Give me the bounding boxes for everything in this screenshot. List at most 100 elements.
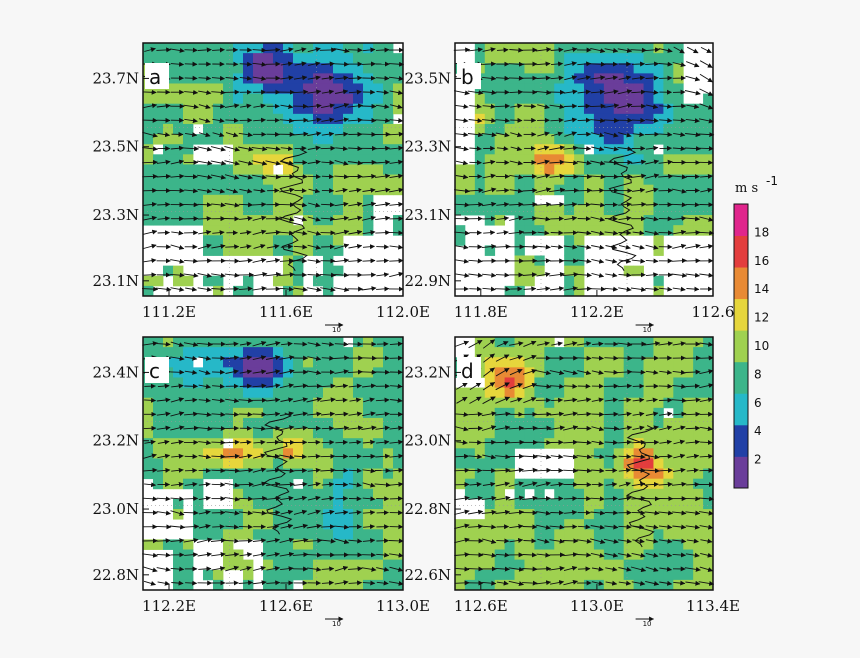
speed-cell xyxy=(333,468,344,480)
wind-vector xyxy=(156,524,172,530)
wind-vector xyxy=(362,496,376,502)
speed-cell xyxy=(494,63,506,74)
wind-vector xyxy=(197,174,213,180)
wind-vector xyxy=(307,453,321,459)
speed-cell xyxy=(323,458,334,469)
wind-vector xyxy=(307,509,321,515)
speed-cell xyxy=(673,488,684,500)
speed-cell xyxy=(643,367,654,378)
speed-cell xyxy=(303,83,314,94)
speed-cell xyxy=(504,337,515,348)
speed-cell xyxy=(623,154,635,165)
wind-vector xyxy=(658,48,673,53)
wind-vector xyxy=(348,411,363,417)
wind-vector xyxy=(362,580,376,586)
speed-cell xyxy=(263,509,274,520)
speed-cell xyxy=(263,579,274,591)
speed-cell xyxy=(153,204,164,216)
speed-cell xyxy=(584,448,595,459)
wind-vector xyxy=(185,132,198,138)
wind-vector xyxy=(685,272,700,278)
wind-vector xyxy=(671,202,687,208)
wind-vector xyxy=(699,216,714,222)
colorbar-segment xyxy=(734,267,748,300)
speed-cell xyxy=(323,134,334,145)
speed-cell xyxy=(253,134,264,145)
speed-cell xyxy=(233,428,244,439)
speed-cell xyxy=(143,174,154,186)
speed-cell xyxy=(623,478,635,490)
x-tick-label: 113.0E xyxy=(376,597,430,615)
speed-cell xyxy=(663,43,674,54)
speed-cell xyxy=(203,407,214,419)
wind-vector xyxy=(335,146,348,152)
speed-cell xyxy=(474,134,486,145)
wind-vector xyxy=(307,230,322,236)
speed-cell xyxy=(293,569,304,581)
speed-cell xyxy=(484,498,496,510)
speed-cell xyxy=(474,488,486,500)
speed-cell xyxy=(534,387,545,399)
wind-vector xyxy=(455,118,469,124)
speed-cell xyxy=(153,539,164,550)
wind-vector xyxy=(482,61,497,67)
colorbar-tick-label: 2 xyxy=(754,453,762,467)
wind-vector xyxy=(549,173,565,179)
speed-cell xyxy=(323,438,334,449)
speed-cell xyxy=(703,144,714,155)
speed-cell xyxy=(253,458,264,469)
speed-cell xyxy=(163,43,174,54)
wind-vector xyxy=(481,201,497,207)
wind-vector xyxy=(335,496,349,502)
wind-vector xyxy=(170,173,185,179)
speed-cell xyxy=(233,174,244,186)
speed-cell xyxy=(584,184,595,196)
speed-cell xyxy=(464,184,476,196)
speed-cell xyxy=(613,448,625,459)
speed-cell xyxy=(504,194,515,206)
speed-cell xyxy=(633,367,644,378)
speed-cell xyxy=(293,134,304,145)
speed-cell xyxy=(193,63,204,74)
speed-cell xyxy=(633,387,644,399)
speed-cell xyxy=(173,458,184,469)
speed-cell xyxy=(263,529,274,540)
speed-cell xyxy=(564,83,575,94)
speed-cell xyxy=(554,579,565,591)
speed-cell xyxy=(173,337,184,348)
speed-cell xyxy=(213,468,224,480)
speed-cell xyxy=(693,569,704,581)
speed-cell xyxy=(464,438,476,449)
speed-cell xyxy=(494,123,506,135)
speed-cell xyxy=(323,93,334,105)
speed-cell xyxy=(653,204,664,216)
wind-vector xyxy=(347,160,363,166)
speed-cell xyxy=(603,407,615,419)
speed-cell xyxy=(163,468,174,480)
wind-vector xyxy=(142,467,158,473)
speed-cell xyxy=(323,215,334,226)
speed-cell xyxy=(373,113,384,125)
speed-cell xyxy=(203,569,214,581)
speed-cell xyxy=(613,407,625,419)
wind-vector xyxy=(157,230,170,236)
speed-cell xyxy=(584,438,595,449)
speed-cell xyxy=(223,337,234,348)
x-tick-label: 113.4E xyxy=(686,597,740,615)
wind-vector xyxy=(238,132,253,138)
speed-cell xyxy=(383,448,394,459)
wind-vector xyxy=(225,244,240,250)
wind-vector xyxy=(225,75,239,81)
speed-cell xyxy=(173,347,184,358)
speed-cell xyxy=(383,123,394,135)
speed-cell xyxy=(514,529,525,540)
speed-cell xyxy=(653,194,664,206)
wind-vector xyxy=(320,397,336,403)
wind-vector xyxy=(389,90,404,96)
wind-vector xyxy=(577,244,592,250)
wind-vector xyxy=(604,47,619,53)
speed-cell xyxy=(393,397,404,409)
wind-vector xyxy=(550,230,564,236)
speed-cell xyxy=(373,448,384,459)
speed-cell xyxy=(283,275,294,287)
